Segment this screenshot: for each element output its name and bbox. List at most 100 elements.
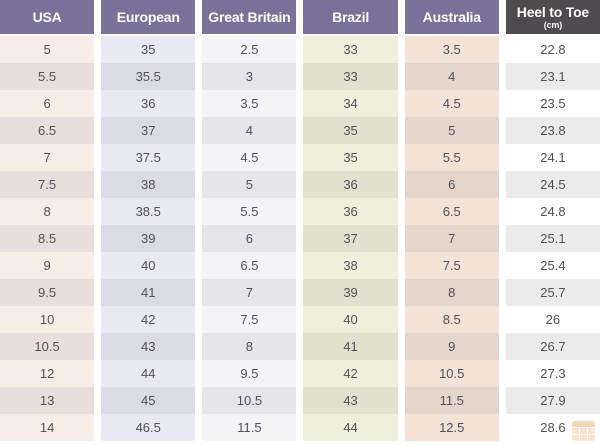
table-cell-brazil: 43 xyxy=(303,387,398,414)
column-header-great-britain: Great Britain xyxy=(202,0,297,34)
table-cell-european: 44 xyxy=(101,360,196,387)
table-cell-european: 37 xyxy=(101,117,196,144)
table-cell-brazil: 33 xyxy=(303,36,398,63)
table-cell-heel_to_toe: 27.9 xyxy=(505,387,600,414)
table-cell-european: 40 xyxy=(101,252,196,279)
table-cell-usa: 13 xyxy=(0,387,95,414)
table-cell-great_britain: 6.5 xyxy=(202,252,297,279)
table-cell-european: 41 xyxy=(101,279,196,306)
column-header-label: European xyxy=(116,8,180,25)
table-cell-european: 45 xyxy=(101,387,196,414)
grid-logo-icon xyxy=(572,421,595,441)
grid-logo-cells xyxy=(572,428,595,441)
table-cell-australia: 8.5 xyxy=(404,306,499,333)
table-cell-usa: 9.5 xyxy=(0,279,95,306)
table-row: 13 45 10.5 43 11.5 27.9 xyxy=(0,387,600,414)
table-cell-european: 35 xyxy=(101,36,196,63)
table-cell-brazil: 35 xyxy=(303,144,398,171)
table-header-row: USA European Great Britain Brazil Austra… xyxy=(0,0,600,34)
table-cell-great_britain: 3.5 xyxy=(202,90,297,117)
table-cell-australia: 5.5 xyxy=(404,144,499,171)
column-header-label: Great Britain xyxy=(208,8,291,25)
table-cell-usa: 8.5 xyxy=(0,225,95,252)
table-cell-usa: 6.5 xyxy=(0,117,95,144)
table-cell-great_britain: 2.5 xyxy=(202,36,297,63)
table-cell-usa: 12 xyxy=(0,360,95,387)
column-header-unit-label: (cm) xyxy=(543,19,562,30)
table-cell-heel_to_toe: 24.5 xyxy=(505,171,600,198)
table-cell-brazil: 42 xyxy=(303,360,398,387)
table-cell-australia: 6.5 xyxy=(404,198,499,225)
table-cell-brazil: 36 xyxy=(303,198,398,225)
table-cell-heel_to_toe: 25.1 xyxy=(505,225,600,252)
column-header-label: USA xyxy=(32,8,62,25)
table-cell-great_britain: 4 xyxy=(202,117,297,144)
table-body: 5 35 2.5 33 3.5 22.8 5.5 35.5 3 33 4 23.1 6 36 3.5 34 4.… xyxy=(0,36,600,441)
table-row: 8 38.5 5.5 36 6.5 24.8 xyxy=(0,198,600,225)
table-cell-great_britain: 5.5 xyxy=(202,198,297,225)
table-row: 12 44 9.5 42 10.5 27.3 xyxy=(0,360,600,387)
table-cell-great_britain: 4.5 xyxy=(202,144,297,171)
table-cell-great_britain: 7.5 xyxy=(202,306,297,333)
table-cell-brazil: 40 xyxy=(303,306,398,333)
column-header-usa: USA xyxy=(0,0,95,34)
column-header-european: European xyxy=(101,0,196,34)
table-row: 10.5 43 8 41 9 26.7 xyxy=(0,333,600,360)
column-header-australia: Australia xyxy=(404,0,499,34)
table-cell-usa: 10.5 xyxy=(0,333,95,360)
table-cell-australia: 11.5 xyxy=(404,387,499,414)
table-cell-usa: 7 xyxy=(0,144,95,171)
table-cell-european: 35.5 xyxy=(101,63,196,90)
table-cell-great_britain: 8 xyxy=(202,333,297,360)
table-cell-usa: 8 xyxy=(0,198,95,225)
table-cell-heel_to_toe: 23.5 xyxy=(505,90,600,117)
table-cell-heel_to_toe: 26 xyxy=(505,306,600,333)
table-cell-european: 38 xyxy=(101,171,196,198)
table-cell-usa: 10 xyxy=(0,306,95,333)
table-cell-great_britain: 9.5 xyxy=(202,360,297,387)
grid-logo-top-bar xyxy=(572,421,595,427)
column-header-heel-to-toe: Heel to Toe (cm) xyxy=(505,0,600,34)
table-cell-european: 46.5 xyxy=(101,414,196,441)
table-cell-brazil: 33 xyxy=(303,63,398,90)
table-row: 5.5 35.5 3 33 4 23.1 xyxy=(0,63,600,90)
table-cell-heel_to_toe: 23.8 xyxy=(505,117,600,144)
table-cell-heel_to_toe: 24.1 xyxy=(505,144,600,171)
table-cell-great_britain: 10.5 xyxy=(202,387,297,414)
table-cell-brazil: 41 xyxy=(303,333,398,360)
table-cell-usa: 7.5 xyxy=(0,171,95,198)
table-row: 9 40 6.5 38 7.5 25.4 xyxy=(0,252,600,279)
table-cell-european: 42 xyxy=(101,306,196,333)
table-cell-australia: 7.5 xyxy=(404,252,499,279)
table-cell-european: 39 xyxy=(101,225,196,252)
table-cell-heel_to_toe: 22.8 xyxy=(505,36,600,63)
table-cell-european: 43 xyxy=(101,333,196,360)
table-cell-great_britain: 3 xyxy=(202,63,297,90)
table-row: 9.5 41 7 39 8 25.7 xyxy=(0,279,600,306)
table-cell-brazil: 36 xyxy=(303,171,398,198)
table-cell-great_britain: 5 xyxy=(202,171,297,198)
table-cell-usa: 6 xyxy=(0,90,95,117)
table-row: 8.5 39 6 37 7 25.1 xyxy=(0,225,600,252)
table-cell-heel_to_toe: 25.4 xyxy=(505,252,600,279)
table-cell-heel_to_toe: 23.1 xyxy=(505,63,600,90)
column-header-brazil: Brazil xyxy=(303,0,398,34)
table-cell-european: 36 xyxy=(101,90,196,117)
table-cell-australia: 9 xyxy=(404,333,499,360)
table-cell-australia: 4 xyxy=(404,63,499,90)
table-row: 6.5 37 4 35 5 23.8 xyxy=(0,117,600,144)
table-row: 7.5 38 5 36 6 24.5 xyxy=(0,171,600,198)
table-cell-great_britain: 6 xyxy=(202,225,297,252)
table-cell-usa: 9 xyxy=(0,252,95,279)
table-cell-brazil: 38 xyxy=(303,252,398,279)
table-row: 6 36 3.5 34 4.5 23.5 xyxy=(0,90,600,117)
table-cell-brazil: 37 xyxy=(303,225,398,252)
table-cell-brazil: 35 xyxy=(303,117,398,144)
table-cell-australia: 4.5 xyxy=(404,90,499,117)
table-cell-heel_to_toe: 28.6 xyxy=(505,414,600,441)
table-cell-usa: 5.5 xyxy=(0,63,95,90)
column-header-label: Brazil xyxy=(332,8,370,25)
table-cell-usa: 14 xyxy=(0,414,95,441)
table-cell-european: 38.5 xyxy=(101,198,196,225)
